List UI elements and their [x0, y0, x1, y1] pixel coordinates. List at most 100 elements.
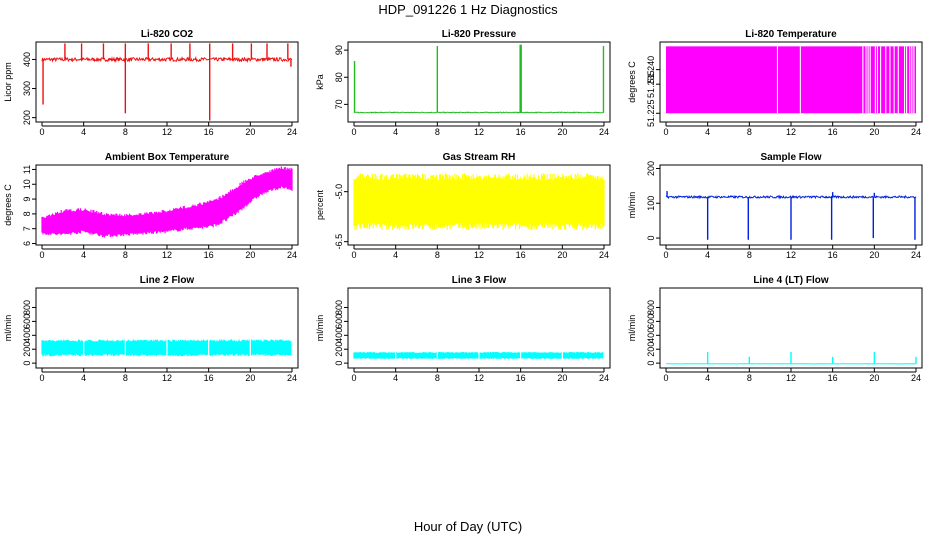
plot-area-line2 [41, 337, 293, 359]
x-tick-label-pressure-6: 24 [599, 127, 609, 137]
x-tick-label-line4-0: 0 [663, 373, 668, 383]
y-tick-label-pressure-2: 90 [334, 45, 344, 55]
y-axis-label-sample: ml/min [627, 192, 637, 219]
x-tick-label-line2-4: 16 [204, 373, 214, 383]
figure-xlabel: Hour of Day (UTC) [414, 519, 522, 534]
x-tick-label-co2-4: 16 [204, 127, 214, 137]
x-tick-label-line4-1: 4 [705, 373, 710, 383]
x-tick-label-rh-0: 0 [351, 250, 356, 260]
x-tick-label-temp820-0: 0 [663, 127, 668, 137]
x-tick-label-line2-2: 8 [123, 373, 128, 383]
y-axis-pressure: 70 80 90 kPa [315, 45, 348, 109]
x-tick-label-ambient-0: 0 [39, 250, 44, 260]
x-tick-label-co2-1: 4 [81, 127, 86, 137]
x-tick-label-line2-6: 24 [287, 373, 297, 383]
x-tick-label-line3-5: 20 [557, 373, 567, 383]
x-tick-label-ambient-6: 24 [287, 250, 297, 260]
y-axis-label-pressure: kPa [315, 74, 325, 90]
panel-title-co2: Li-820 CO2 [141, 29, 194, 40]
x-tick-label-line3-1: 4 [393, 373, 398, 383]
x-tick-label-sample-2: 8 [747, 250, 752, 260]
x-tick-label-pressure-0: 0 [351, 127, 356, 137]
y-tick-label-line3-2: 400 [334, 328, 344, 343]
series-band-core-ambient [42, 170, 292, 234]
y-tick-label-rh-1: -5.0 [334, 184, 344, 200]
frame-co2 [35, 41, 299, 123]
y-axis-label-line4: ml/min [627, 315, 637, 342]
panel-title-line2: Line 2 Flow [140, 275, 195, 286]
y-axis-ambient: 6 7 8 9 10 11 degrees C [3, 165, 36, 246]
y-axis-label-rh: percent [315, 189, 325, 220]
x-tick-label-ambient-4: 16 [204, 250, 214, 260]
panel-sample: Sample Flow 0 4 8 12 16 20 24 0 100 200 ml/min [627, 152, 923, 260]
x-tick-label-pressure-5: 20 [557, 127, 567, 137]
panel-temp820: Li-820 Temperature 0 4 8 12 16 20 24 51.225 51.23… [627, 29, 923, 137]
x-tick-label-rh-3: 12 [474, 250, 484, 260]
x-tick-label-pressure-3: 12 [474, 127, 484, 137]
x-tick-label-sample-0: 0 [663, 250, 668, 260]
panel-title-rh: Gas Stream RH [443, 152, 516, 163]
x-tick-label-temp820-5: 20 [869, 127, 879, 137]
x-tick-label-line4-3: 12 [786, 373, 796, 383]
figure-title: HDP_091226 1 Hz Diagnostics [378, 2, 558, 17]
x-axis-line3: 0 4 8 12 16 20 24 [351, 368, 609, 383]
y-tick-label-line2-1: 200 [22, 342, 32, 357]
x-tick-label-rh-2: 8 [435, 250, 440, 260]
x-tick-label-co2-2: 8 [123, 127, 128, 137]
y-tick-label-co2-0: 200 [22, 110, 32, 125]
x-tick-label-co2-6: 24 [287, 127, 297, 137]
panel-title-temp820: Li-820 Temperature [745, 29, 837, 40]
panel-line4: Line 4 (LT) Flow 0 4 8 12 16 20 24 0 200400600800… [627, 275, 923, 383]
panel-title-line3: Line 3 Flow [452, 275, 507, 286]
x-tick-label-line3-0: 0 [351, 373, 356, 383]
y-tick-label-line2-0: 0 [22, 361, 32, 366]
x-tick-label-temp820-1: 4 [705, 127, 710, 137]
plot-area-co2 [41, 43, 293, 121]
x-tick-label-line2-3: 12 [162, 373, 172, 383]
y-tick-label-line3-1: 200 [334, 342, 344, 357]
y-tick-label-line4-2: 400 [646, 328, 656, 343]
y-tick-label-temp820-0: 51.225 [646, 100, 656, 128]
plot-area-temp820 [666, 46, 916, 114]
y-tick-label-ambient-5: 11 [22, 165, 32, 174]
x-tick-label-temp820-6: 24 [911, 127, 921, 137]
x-axis-line2: 0 4 8 12 16 20 24 [39, 368, 297, 383]
y-tick-label-temp820-1: 51.235 [646, 70, 656, 98]
x-tick-label-line3-4: 16 [516, 373, 526, 383]
y-tick-label-ambient-0: 6 [22, 241, 32, 246]
frame-pressure [347, 41, 611, 123]
x-tick-label-co2-5: 20 [245, 127, 255, 137]
x-tick-label-line3-6: 24 [599, 373, 609, 383]
y-axis-label-ambient: degrees C [3, 184, 13, 226]
x-tick-label-line4-6: 24 [911, 373, 921, 383]
x-tick-label-line4-5: 20 [869, 373, 879, 383]
x-tick-label-temp820-4: 16 [828, 127, 838, 137]
y-tick-label-line4-3: 600 [646, 314, 656, 329]
y-tick-label-pressure-1: 80 [334, 72, 344, 82]
y-tick-label-line3-3: 600 [334, 314, 344, 329]
y-tick-label-sample-0: 0 [646, 236, 656, 241]
y-tick-label-co2-1: 300 [22, 81, 32, 96]
y-tick-label-line2-3: 600 [22, 314, 32, 329]
y-tick-label-line4-1: 200 [646, 342, 656, 357]
panel-title-sample: Sample Flow [760, 152, 821, 163]
y-tick-label-line4-4: 800 [646, 300, 656, 315]
y-tick-label-co2-2: 400 [22, 52, 32, 67]
x-tick-label-pressure-1: 4 [393, 127, 398, 137]
panel-rh: Gas Stream RH 0 4 8 12 16 20 24 -6.5 -5.0 percent [315, 152, 611, 260]
y-tick-label-ambient-1: 7 [22, 226, 32, 231]
y-tick-label-pressure-0: 70 [334, 99, 344, 109]
panel-title-line4: Line 4 (LT) Flow [753, 275, 829, 286]
x-tick-label-line2-0: 0 [39, 373, 44, 383]
y-tick-label-temp820-2: 51.240 [646, 56, 656, 84]
panel-co2: Li-820 CO2 0 4 8 12 16 20 24 200 300 400 Licor ppm [3, 29, 299, 137]
x-tick-label-line2-5: 20 [245, 373, 255, 383]
plot-area-pressure [353, 44, 605, 114]
x-tick-label-sample-3: 12 [786, 250, 796, 260]
x-tick-label-line3-2: 8 [435, 373, 440, 383]
